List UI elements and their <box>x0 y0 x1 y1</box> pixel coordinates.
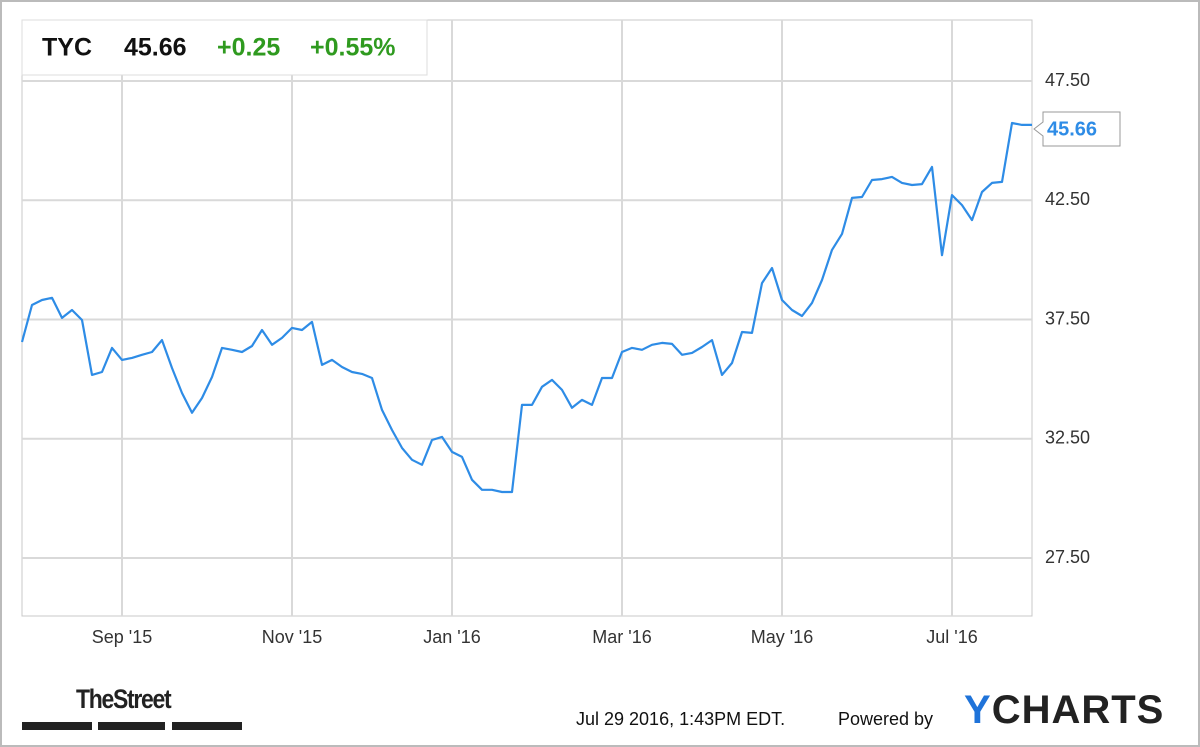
last-value-label: 45.66 <box>1047 118 1097 140</box>
x-tick-label: Jul '16 <box>926 627 977 647</box>
x-tick-label: Jan '16 <box>423 627 480 647</box>
y-tick-label: 27.50 <box>1045 547 1090 567</box>
badge-box <box>1033 111 1121 147</box>
grid <box>22 20 1032 616</box>
x-tick-label: Mar '16 <box>592 627 651 647</box>
powered-by: Powered by <box>838 709 934 729</box>
x-tick-label: May '16 <box>751 627 813 647</box>
price: 45.66 <box>124 34 187 62</box>
change-percent: +0.55% <box>310 34 396 62</box>
lines <box>20 121 1032 494</box>
price-line <box>20 121 1032 494</box>
y-tick-label: 42.50 <box>1045 189 1090 209</box>
y-tick-label: 37.50 <box>1045 308 1090 328</box>
source-logo: TheStreet <box>76 684 172 714</box>
brand-logo: YCHARTS <box>964 688 1165 732</box>
x-tick-label: Sep '15 <box>92 627 153 647</box>
last-badge: 45.66 <box>1033 111 1121 147</box>
y-tick-label: 47.50 <box>1045 70 1090 90</box>
plot-area <box>21 19 1033 617</box>
timestamp: Jul 29 2016, 1:43PM EDT. <box>576 709 786 729</box>
ticker: TYC <box>42 34 92 62</box>
logo-bar <box>172 722 242 730</box>
logo-bar <box>22 722 92 730</box>
header-box <box>21 19 428 76</box>
x-tick-label: Nov '15 <box>262 627 322 647</box>
logo-bar <box>98 722 165 730</box>
change: +0.25 <box>217 34 280 62</box>
y-tick-label: 32.50 <box>1045 428 1090 448</box>
